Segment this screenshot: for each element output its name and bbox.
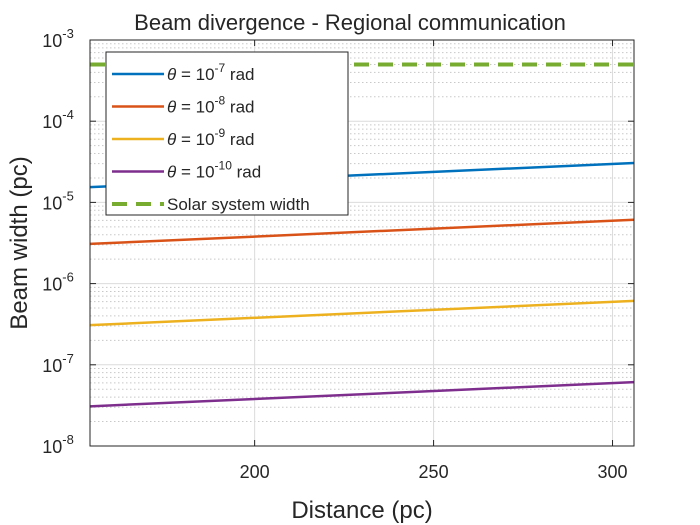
y-tick-label: 10-6 xyxy=(42,270,74,295)
x-tick-label: 250 xyxy=(419,462,449,482)
x-tick-label: 200 xyxy=(240,462,270,482)
y-tick-label: 10-5 xyxy=(42,188,74,213)
legend-label-5: Solar system width xyxy=(167,195,310,214)
x-axis: 200 250 300 xyxy=(240,40,628,482)
series-layer xyxy=(89,62,635,408)
y-tick-label: 10-4 xyxy=(42,107,74,132)
y-axis-label: Beam width (pc) xyxy=(6,156,33,329)
legend-box xyxy=(105,51,349,216)
legend-label-2: θ = 10-8 rad xyxy=(167,94,255,117)
x-axis-label: Distance (pc) xyxy=(291,497,432,524)
series-line-3 xyxy=(89,299,635,327)
legend-label-3: θ = 10-9 rad xyxy=(167,126,255,149)
minor-grid xyxy=(90,43,634,423)
legend-label-1: θ = 10-7 rad xyxy=(167,61,255,84)
legend-label-4: θ = 10-10 rad xyxy=(167,159,261,182)
y-axis: 10-8 10-7 10-6 10-5 10-4 10-3 xyxy=(42,26,634,457)
series-line-4 xyxy=(89,380,635,408)
x-tick-label: 300 xyxy=(598,462,628,482)
y-tick-label: 10-7 xyxy=(42,351,74,376)
series-line-2 xyxy=(89,218,635,246)
chart-title: Beam divergence - Regional communication xyxy=(134,10,566,35)
legend: θ = 10-7 rad θ = 10-8 rad θ = 10-9 rad θ = … xyxy=(105,51,349,216)
plot-frame xyxy=(89,39,635,447)
y-tick-label: 10-3 xyxy=(42,26,74,51)
y-tick-label: 10-8 xyxy=(42,432,74,457)
